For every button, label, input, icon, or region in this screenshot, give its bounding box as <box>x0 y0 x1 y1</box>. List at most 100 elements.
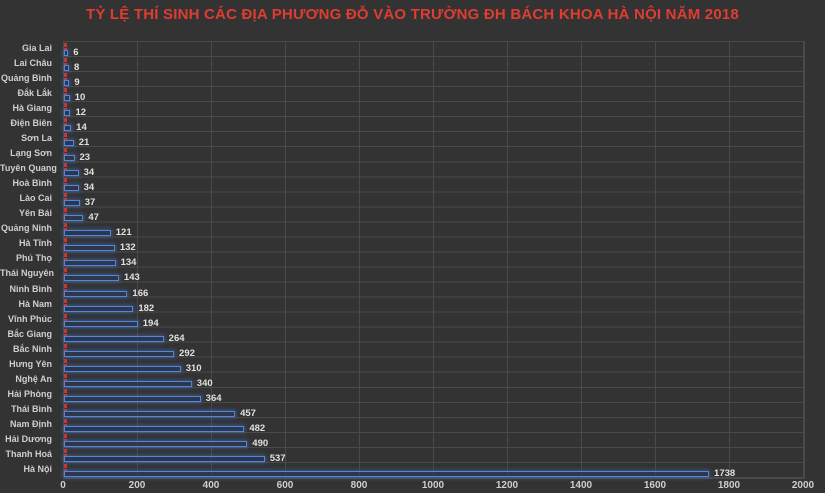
bar-row: 182 <box>64 298 804 313</box>
bar-value-label: 23 <box>79 152 91 164</box>
red-dash-marker <box>64 133 67 141</box>
bar-value-label: 292 <box>179 347 195 359</box>
bar <box>64 230 111 237</box>
bar-value-label: 194 <box>142 317 159 329</box>
bar <box>64 245 115 252</box>
bar-value-label: 34 <box>83 167 95 179</box>
bar <box>64 185 79 192</box>
bar-value-label: 8 <box>73 62 80 74</box>
y-axis-label: Hưng Yên <box>9 358 52 369</box>
bar-value-label: 21 <box>78 137 90 149</box>
bar-row: 47 <box>64 207 804 222</box>
bar-row: 310 <box>64 358 804 373</box>
y-axis-label: Điện Biên <box>10 118 52 129</box>
bar <box>64 80 70 87</box>
red-dash-marker <box>64 253 67 261</box>
bar-value-label: 37 <box>84 197 96 209</box>
bar-value-label: 9 <box>74 77 80 89</box>
y-axis-label: Nam Định <box>9 418 52 429</box>
bar-value-label: 1738 <box>714 467 736 479</box>
red-dash-marker <box>64 88 67 96</box>
red-dash-marker <box>64 193 67 201</box>
y-axis-label: Hà Nội <box>23 463 52 474</box>
y-axis-label: Bắc Giang <box>7 328 52 339</box>
bar <box>64 125 72 132</box>
y-axis-label: Quảng Bình <box>1 73 52 84</box>
x-axis: 0 200 400 600 800 1000 1200 1400 1600 1800 2000 <box>60 480 814 493</box>
bar-value-label: 482 <box>249 422 266 434</box>
bar-row: 292 <box>64 343 804 358</box>
bar-row: 37 <box>64 192 804 207</box>
red-dash-marker <box>64 208 67 216</box>
bar-row: 121 <box>64 222 804 237</box>
bar-row: 490 <box>64 433 804 448</box>
bar <box>64 455 265 462</box>
bar <box>64 50 69 56</box>
bar-value-label: 47 <box>88 212 99 224</box>
bar <box>64 320 138 327</box>
y-axis-label: Yên Bái <box>18 208 52 219</box>
bar-row: 457 <box>64 403 804 418</box>
red-dash-marker <box>64 388 67 396</box>
x-axis-tick-label: 1200 <box>495 480 519 491</box>
plot-area: 6 8 9 10 12 14 21 23 34 34 37 47 121 132 134 143 166 182 1… <box>63 41 805 479</box>
bar-row: 23 <box>64 147 804 162</box>
y-axis-label: Ninh Bình <box>9 283 53 294</box>
bar-value-label: 132 <box>119 242 136 254</box>
bar-row: 9 <box>64 72 804 87</box>
bar <box>64 410 236 417</box>
y-axis-label: Hà Giang <box>12 103 52 114</box>
bar <box>64 365 181 372</box>
x-axis-tick-label: 1800 <box>717 480 741 491</box>
bar-value-label: 264 <box>168 332 185 344</box>
red-dash-marker <box>64 103 67 111</box>
y-axis: Gia Lai Lai Châu Quảng Bình Đắk Lắk Hà Giang… <box>0 41 57 477</box>
bar <box>64 140 74 147</box>
red-dash-marker <box>64 178 67 186</box>
bar-value-label: 143 <box>123 272 140 284</box>
red-dash-marker <box>64 313 67 321</box>
y-axis-label: Thanh Hoá <box>5 448 53 459</box>
y-axis-label: Tuyên Quang <box>0 163 57 174</box>
bar-row: 1738 <box>64 463 804 478</box>
y-axis-label: Lai Châu <box>13 58 52 69</box>
chart-title: TỶ LỆ THÍ SINH CÁC ĐỊA PHƯƠNG ĐỖ VÀO TRƯ… <box>86 6 739 23</box>
bar-row: 340 <box>64 373 804 388</box>
red-dash-marker <box>64 448 67 456</box>
bar <box>64 470 710 477</box>
red-dash-marker <box>64 268 67 276</box>
x-axis-tick-label: 400 <box>202 480 220 491</box>
red-dash-marker <box>64 118 67 126</box>
bar-row: 34 <box>64 162 804 177</box>
y-axis-label: Hà Tĩnh <box>19 238 52 249</box>
bar-row: 194 <box>64 313 804 328</box>
x-axis-tick-label: 1600 <box>643 480 667 491</box>
bar-value-label: 310 <box>185 362 202 374</box>
red-dash-marker <box>64 343 67 351</box>
bar-value-label: 10 <box>74 92 86 104</box>
bar-value-label: 166 <box>132 287 149 299</box>
red-dash-marker <box>64 328 67 336</box>
red-dash-marker <box>64 148 67 156</box>
bar-value-label: 34 <box>83 182 95 194</box>
y-axis-label: Thái Bình <box>11 403 52 414</box>
bar <box>64 260 116 267</box>
y-axis-label: Hà Nam <box>18 298 52 309</box>
red-dash-marker <box>64 238 67 246</box>
bar-row: 8 <box>64 57 804 72</box>
y-axis-label: Hải Dương <box>5 433 52 444</box>
red-dash-marker <box>64 298 67 306</box>
red-dash-marker <box>64 463 67 471</box>
red-dash-marker <box>64 43 67 50</box>
bar-value-label: 457 <box>240 407 256 419</box>
bar <box>64 380 192 387</box>
bar-row: 34 <box>64 177 804 192</box>
red-dash-marker <box>64 373 67 381</box>
y-axis-label: Thái Nguyên <box>0 268 55 279</box>
bar <box>64 95 70 102</box>
red-dash-marker <box>64 223 67 231</box>
red-dash-marker <box>64 163 67 171</box>
y-axis-label: Đắk Lắk <box>17 88 52 99</box>
y-axis-label: Gia Lai <box>21 43 52 53</box>
bar-value-label: 121 <box>115 227 132 239</box>
